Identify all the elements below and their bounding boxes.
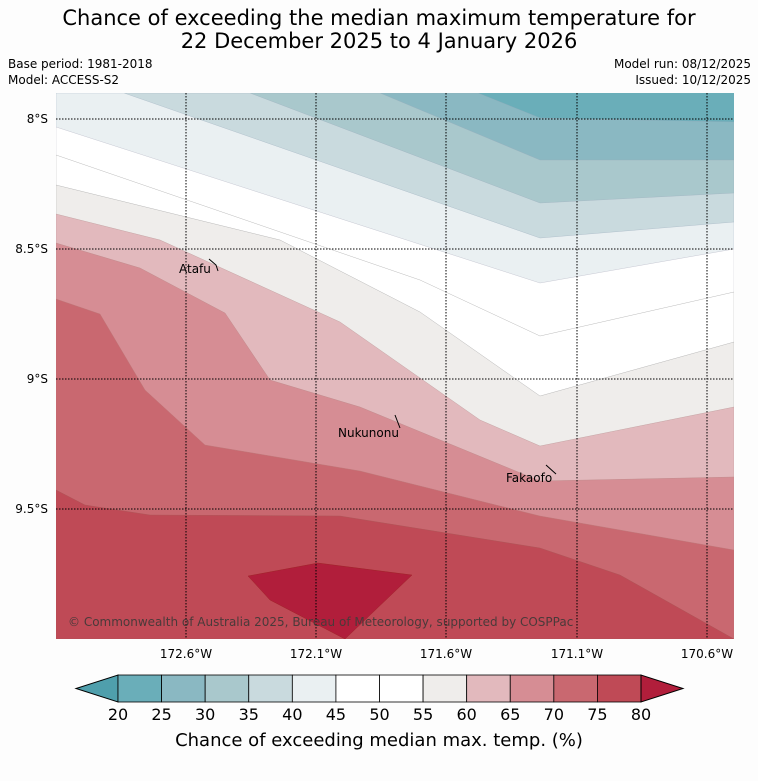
- colorbar-tick-label: 65: [500, 705, 520, 724]
- colorbar-segment: [509, 674, 555, 703]
- colorbar: 20 25 30 35 40 45 50 55 60 65 70 75 80: [74, 674, 685, 724]
- atafu-atoll-shape: [208, 258, 219, 272]
- base-period: Base period: 1981-2018: [8, 57, 153, 71]
- model-run: Model run: 08/12/2025: [613, 57, 751, 71]
- lon-label: 172.1°W: [290, 647, 342, 661]
- colorbar-tick-label: 75: [587, 705, 607, 724]
- colorbar-segment: [161, 674, 206, 703]
- colorbar-over-arrow: [640, 674, 685, 703]
- copyright-notice: © Commonwealth of Australia 2025, Bureau…: [68, 615, 573, 629]
- colorbar-segment: [204, 674, 250, 703]
- colorbar-tick-label: 50: [369, 705, 389, 724]
- colorbar-tick-label: 70: [544, 705, 564, 724]
- colorbar-tick-label: 25: [151, 705, 171, 724]
- place-label-fakaofo: Fakaofo: [506, 471, 552, 485]
- model-name: Model: ACCESS-S2: [8, 73, 120, 87]
- lon-label: 171.6°W: [420, 647, 472, 661]
- atoll-outlines: [208, 258, 557, 475]
- lat-label: 8.5°S: [15, 242, 48, 256]
- place-label-nukunonu: Nukunonu: [338, 426, 399, 440]
- colorbar-segment: [597, 674, 642, 703]
- fakaofo-atoll-shape: [545, 464, 557, 475]
- colorbar-tick-label: 35: [239, 705, 259, 724]
- nukunonu-atoll-shape: [394, 414, 401, 429]
- colorbar-segment: [466, 674, 511, 703]
- lon-label: 171.1°W: [551, 647, 603, 661]
- colorbar-segment: [335, 674, 380, 703]
- lat-label: 9.5°S: [15, 502, 48, 516]
- colorbar-tick-label: 45: [326, 705, 346, 724]
- colorbar-tick-label: 80: [631, 705, 651, 724]
- band-75-80: [56, 489, 734, 639]
- colorbar-label: Chance of exceeding median max. temp. (%…: [175, 730, 583, 751]
- lat-label: 8°S: [27, 112, 48, 126]
- colorbar-segment: [422, 674, 468, 703]
- colorbar-segment: [553, 674, 598, 703]
- colorbar-tick-label: 55: [413, 705, 433, 724]
- colorbar-segment: [248, 674, 293, 703]
- colorbar-tick-label: 20: [108, 705, 128, 724]
- colorbar-segment: [379, 674, 424, 703]
- colorbar-tick-label: 60: [456, 705, 476, 724]
- probability-map: [56, 93, 734, 639]
- map-title-line2: 22 December 2025 to 4 January 2026: [180, 29, 578, 53]
- lon-label: 170.6°W: [681, 647, 733, 661]
- colorbar-segment: [117, 674, 162, 703]
- lon-label: 172.6°W: [160, 647, 212, 661]
- colorbar-segment: [291, 674, 337, 703]
- colorbar-under-arrow: [74, 674, 119, 703]
- band-over-80: [247, 562, 413, 639]
- lat-label: 9°S: [27, 372, 48, 386]
- map-title-line1: Chance of exceeding the median maximum t…: [62, 6, 696, 30]
- colorbar-tick-label: 30: [195, 705, 215, 724]
- gridlines: [56, 93, 734, 639]
- place-label-atafu: Atafu: [179, 262, 211, 276]
- issued-date: Issued: 10/12/2025: [635, 73, 751, 87]
- colorbar-tick-label: 40: [282, 705, 302, 724]
